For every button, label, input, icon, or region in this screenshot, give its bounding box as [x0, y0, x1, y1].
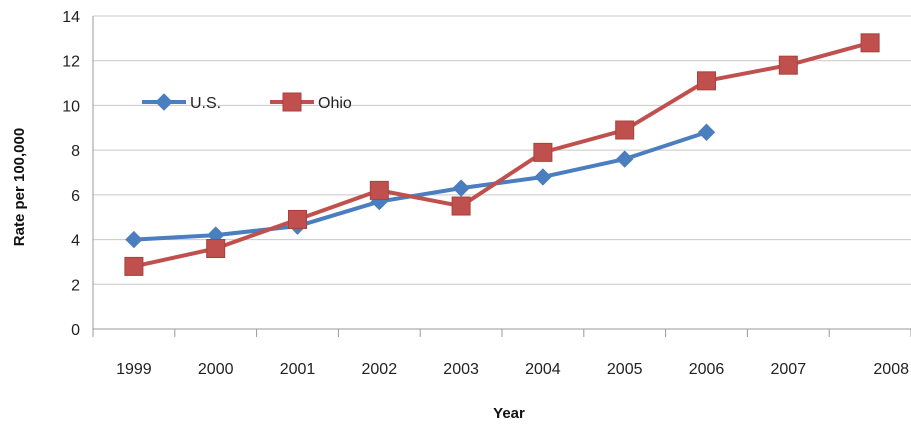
data-point-diamond	[615, 150, 634, 168]
legend-item: Ohio	[270, 92, 352, 112]
x-tick-labels: 1999 2000 2001 2002 2003 2004 2005 2006 2007 2008	[116, 361, 909, 378]
x-tick-label: 2004	[525, 361, 561, 378]
x-tick-label: 2003	[443, 361, 479, 378]
y-tick-label: 4	[71, 233, 80, 250]
x-tick-label: 2008	[873, 361, 909, 378]
data-point-square	[206, 239, 226, 259]
x-tick-label: 2002	[362, 361, 398, 378]
y-tick-label: 6	[71, 188, 80, 205]
x-tick-label: 1999	[116, 361, 152, 378]
data-point-diamond	[697, 123, 716, 141]
series-line	[133, 40, 871, 269]
legend-label: Ohio	[318, 95, 352, 112]
gridlines	[93, 15, 911, 285]
data-point-diamond	[452, 179, 470, 197]
series-line	[133, 130, 708, 242]
x-tick-label: 2007	[771, 361, 807, 378]
legend: U.S. Ohio	[142, 92, 352, 112]
data-point-square	[697, 71, 716, 91]
data-point-square	[451, 196, 471, 216]
series-lines	[124, 33, 880, 276]
data-point-square	[860, 33, 880, 53]
y-tick-label: 8	[71, 143, 80, 160]
x-tick-label: 2000	[198, 361, 234, 378]
data-point-square	[124, 256, 144, 276]
data-point-diamond	[125, 230, 143, 249]
data-point-diamond	[155, 93, 173, 111]
x-tick-label: 2001	[280, 361, 316, 378]
series-ohio	[124, 33, 880, 276]
y-tick-label: 10	[62, 98, 80, 115]
legend-label: U.S.	[190, 95, 221, 112]
data-point-square	[615, 120, 635, 140]
axes	[92, 16, 911, 337]
x-tick-label: 2006	[689, 361, 725, 378]
series-us	[125, 123, 716, 249]
x-axis-title: Year	[493, 405, 525, 422]
x-tick-label: 2005	[607, 361, 643, 378]
y-tick-label: 12	[62, 54, 80, 71]
data-point-square	[282, 92, 302, 112]
y-tick-label: 0	[71, 322, 80, 339]
y-axis-title: Rate per 100,000	[11, 128, 28, 246]
y-tick-labels: 0 2 4 6 8 10 12 14	[62, 9, 80, 339]
data-point-square	[778, 55, 798, 75]
legend-item: U.S.	[142, 93, 221, 112]
y-tick-label: 2	[71, 277, 80, 294]
data-point-square	[288, 209, 307, 229]
data-point-square	[369, 180, 389, 200]
data-point-diamond	[534, 168, 552, 186]
y-tick-label: 14	[62, 9, 80, 26]
data-point-square	[533, 142, 553, 162]
